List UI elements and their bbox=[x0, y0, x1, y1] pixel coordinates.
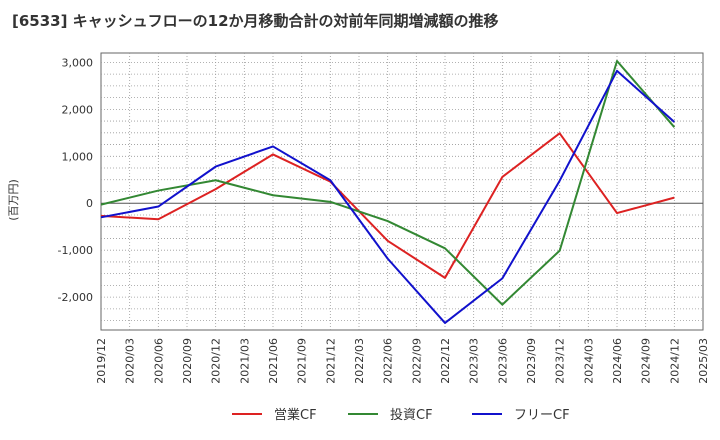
y-axis-label: (百万円) bbox=[7, 179, 20, 221]
x-tick-label: 2022/12 bbox=[439, 338, 452, 384]
y-tick-label: 0 bbox=[86, 197, 93, 210]
y-tick-label: 3,000 bbox=[62, 56, 94, 69]
x-tick-label: 2019/12 bbox=[95, 338, 108, 384]
series-line bbox=[100, 132, 675, 279]
x-tick-label: 2020/12 bbox=[210, 338, 223, 384]
x-tick-label: 2021/09 bbox=[296, 338, 309, 384]
x-tick-label: 2023/03 bbox=[468, 338, 481, 384]
x-tick-label: 2023/12 bbox=[554, 338, 567, 384]
x-tick-label: 2024/06 bbox=[611, 338, 624, 384]
x-tick-label: 2021/03 bbox=[238, 338, 251, 384]
series-line bbox=[100, 69, 675, 324]
x-tick-label: 2021/06 bbox=[267, 338, 280, 384]
y-tick-label: 1,000 bbox=[62, 150, 94, 163]
legend-label: 投資CF bbox=[390, 407, 433, 423]
y-tick-label: -1,000 bbox=[58, 244, 93, 257]
x-tick-label: 2021/12 bbox=[324, 338, 337, 384]
x-tick-label: 2020/06 bbox=[152, 338, 165, 384]
x-tick-label: 2020/03 bbox=[124, 338, 137, 384]
x-tick-label: 2023/09 bbox=[525, 338, 538, 384]
x-tick-label: 2024/03 bbox=[582, 338, 595, 384]
chart-title: [6533] キャッシュフローの12か月移動合計の対前年同期増減額の推移 bbox=[12, 12, 499, 30]
x-tick-label: 2022/06 bbox=[382, 338, 395, 384]
legend-label: フリーCF bbox=[514, 408, 570, 423]
legend-label: 営業CF bbox=[274, 407, 317, 423]
x-tick-label: 2022/03 bbox=[353, 338, 366, 384]
x-tick-label: 2025/03 bbox=[697, 338, 710, 384]
x-tick-label: 2020/09 bbox=[181, 338, 194, 384]
series-line bbox=[100, 59, 676, 306]
y-tick-label: 2,000 bbox=[62, 103, 94, 116]
x-tick-label: 2023/06 bbox=[496, 338, 509, 384]
x-tick-label: 2022/09 bbox=[410, 338, 423, 384]
x-tick-label: 2024/12 bbox=[668, 338, 681, 384]
y-tick-label: -2,000 bbox=[58, 291, 93, 304]
x-tick-label: 2024/09 bbox=[640, 338, 653, 384]
